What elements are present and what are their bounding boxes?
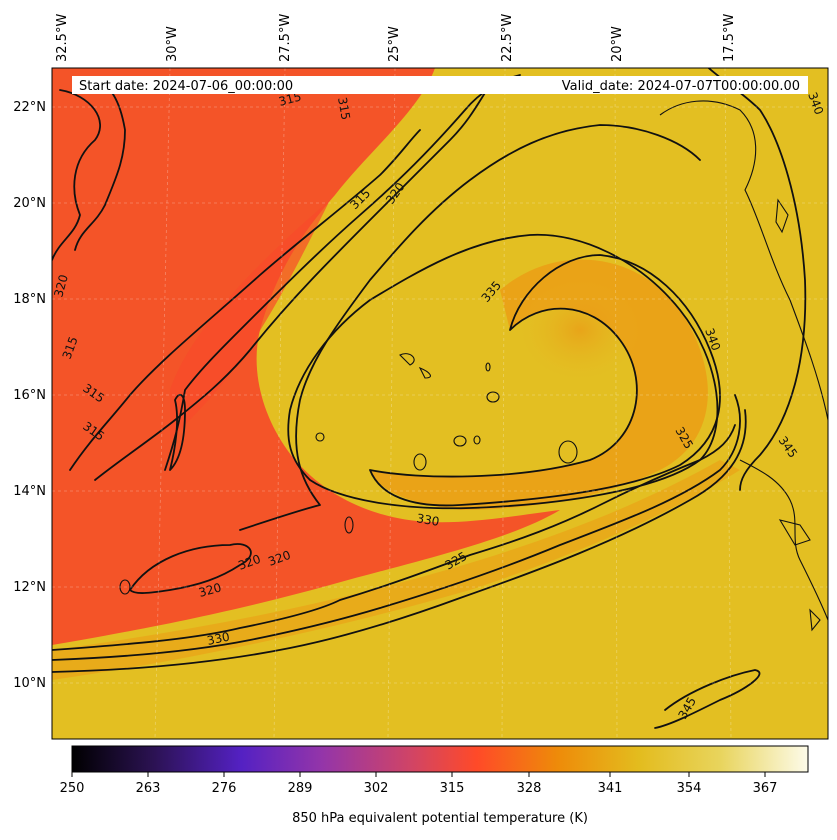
latitude-label: 10°N	[13, 676, 46, 691]
latitude-label: 20°N	[13, 196, 46, 211]
colorbar-tick-label: 315	[440, 781, 465, 796]
colorbar-tick-label: 328	[517, 781, 542, 796]
contour-label: 315	[277, 89, 303, 108]
gridlines	[52, 68, 828, 739]
colorbar-tick-label: 250	[60, 781, 85, 796]
colorbar-tick-label: 367	[753, 781, 778, 796]
latitude-label: 16°N	[13, 388, 46, 403]
latitude-label: 18°N	[13, 292, 46, 307]
map-frame	[51, 67, 829, 740]
contour-label: 320	[51, 273, 70, 299]
coastlines	[119, 100, 828, 632]
cool-air-fill	[52, 68, 560, 645]
longitude-label: 30°W	[165, 26, 180, 62]
contour-lines	[52, 68, 807, 729]
longitude-label: 20°W	[610, 26, 625, 62]
contour-label: 320	[197, 580, 223, 599]
colorbar-tick-label: 354	[677, 781, 702, 796]
latitude-label: 22°N	[13, 100, 46, 115]
contour-label: 330	[415, 511, 440, 529]
colorbar-tick-label: 263	[136, 781, 161, 796]
longitude-label: 22.5°W	[500, 14, 515, 62]
latitude-label: 12°N	[13, 580, 46, 595]
latitude-labels: 22°N 20°N 18°N 16°N 14°N 12°N 10°N	[13, 100, 46, 691]
longitude-labels: 32.5°W 30°W 27.5°W 25°W 22.5°W 20°W 17.5…	[55, 14, 737, 62]
southern-transition-band	[52, 460, 740, 680]
latitude-label: 14°N	[13, 484, 46, 499]
longitude-label: 17.5°W	[722, 14, 737, 62]
longitude-label: 32.5°W	[55, 14, 70, 62]
longitude-label: 25°W	[387, 26, 402, 62]
colorbar-tick-label: 276	[212, 781, 237, 796]
contour-label: 330	[206, 629, 231, 647]
longitude-label: 27.5°W	[278, 14, 293, 62]
valid-date-text: Valid_date: 2024-07-07T00:00:00.00	[562, 79, 800, 94]
date-banner	[72, 76, 808, 94]
colorbar-tick-label: 289	[288, 781, 313, 796]
colorbar-ticks	[71, 772, 766, 777]
contour-label: 315	[335, 96, 353, 121]
colorbar-label: 850 hPa equivalent potential temperature…	[292, 811, 588, 826]
colorbar	[71, 745, 809, 773]
colorbar-tick-label: 341	[598, 781, 623, 796]
colorbar-tick-labels: 250 263 276 289 302 315 328 341 354 367	[60, 781, 778, 796]
start-date-text: Start date: 2024-07-06_00:00:00	[79, 79, 293, 94]
map-panel: 315 315 315 320 320 320 315 315 315 320 …	[51, 68, 828, 739]
colorbar-tick-label: 302	[364, 781, 389, 796]
